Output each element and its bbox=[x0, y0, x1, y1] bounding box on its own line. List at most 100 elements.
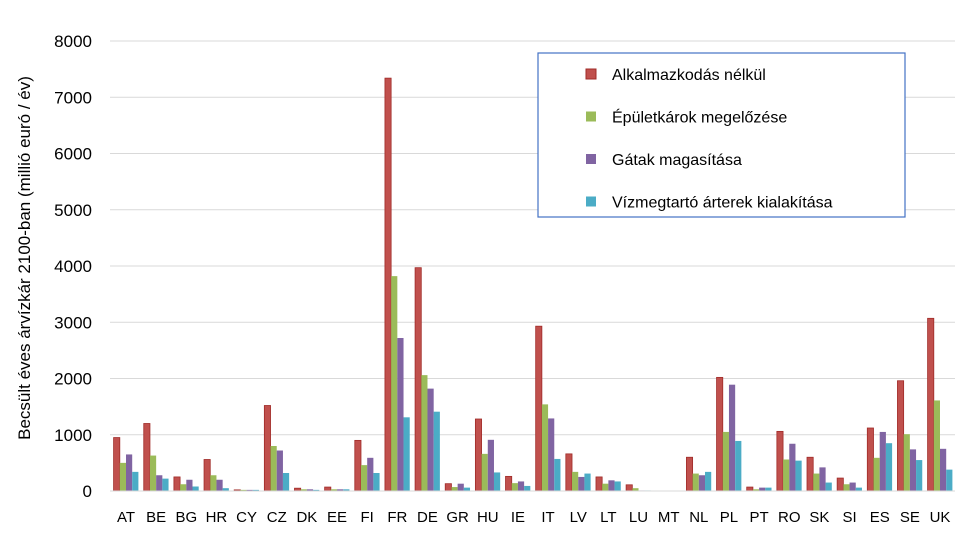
x-tick-label: FI bbox=[361, 509, 374, 526]
bar-LT-1 bbox=[595, 476, 603, 492]
legend-label: Alkalmazkodás nélkül bbox=[612, 67, 766, 84]
bar-EE-4 bbox=[343, 489, 350, 491]
x-tick-label: EE bbox=[327, 509, 347, 526]
bar-UK-2 bbox=[933, 400, 940, 491]
x-tick-label: BG bbox=[175, 509, 197, 526]
bar-EE-1 bbox=[324, 486, 332, 492]
bar-BG-1 bbox=[173, 476, 181, 492]
y-tick-label: 3000 bbox=[54, 313, 92, 332]
bar-BG-2 bbox=[180, 484, 187, 491]
bar-RO-1 bbox=[776, 430, 784, 492]
bar-HU-2 bbox=[481, 453, 488, 491]
y-tick-label: 4000 bbox=[54, 257, 92, 276]
x-tick-label: PT bbox=[750, 509, 769, 526]
bar-PL-1 bbox=[716, 376, 724, 492]
bar-UK-3 bbox=[940, 448, 947, 491]
bar-BG-3 bbox=[186, 479, 193, 491]
legend-swatch bbox=[586, 196, 596, 207]
x-tick-label: LU bbox=[629, 509, 648, 526]
y-tick-label: 5000 bbox=[54, 201, 92, 220]
x-tick-label: DE bbox=[417, 509, 438, 526]
bar-BG-4 bbox=[192, 486, 199, 491]
bar-NL-4 bbox=[705, 471, 712, 491]
bar-CY-4 bbox=[252, 489, 259, 491]
bar-FI-1 bbox=[354, 439, 362, 492]
bar-HU-1 bbox=[474, 418, 482, 492]
bar-CZ-3 bbox=[276, 450, 283, 491]
legend-label: Gátak magasítása bbox=[612, 152, 742, 169]
legend-swatch bbox=[585, 68, 597, 80]
bar-IE-1 bbox=[505, 475, 513, 492]
x-tick-label: GR bbox=[446, 509, 469, 526]
bar-SI-2 bbox=[843, 484, 850, 491]
bar-LV-4 bbox=[584, 473, 591, 491]
x-axis-ticks: AT BE BG HR CY CZ DK EE FI FR DE GR HU IE IT LV LT LU MT NL… bbox=[117, 509, 950, 526]
bar-EE-2 bbox=[330, 489, 338, 491]
bar-NL-3 bbox=[698, 475, 706, 491]
x-tick-label: MT bbox=[658, 509, 680, 526]
bar-HR-3 bbox=[216, 479, 223, 491]
legend-label: Vízmegtartó árterek kialakítása bbox=[612, 195, 833, 212]
bar-NL-1 bbox=[686, 456, 694, 492]
bar-DE-4 bbox=[433, 411, 440, 491]
bar-SE-1 bbox=[897, 380, 905, 492]
bar-EE-3 bbox=[337, 489, 344, 491]
y-tick-label: 8000 bbox=[54, 32, 92, 51]
bar-SK-4 bbox=[825, 482, 832, 491]
bar-IE-4 bbox=[524, 485, 531, 491]
bar-ES-3 bbox=[879, 431, 886, 491]
bar-SE-4 bbox=[916, 460, 923, 491]
y-axis-ticks: 0 1000 2000 3000 4000 5000 6000 7000 8000 bbox=[54, 32, 92, 501]
x-tick-label: HR bbox=[206, 509, 228, 526]
bar-HR-4 bbox=[222, 488, 229, 491]
bar-CZ-2 bbox=[270, 446, 277, 491]
bar-FR-4 bbox=[403, 417, 410, 491]
bar-ES-4 bbox=[885, 443, 893, 491]
bar-SK-1 bbox=[806, 456, 814, 492]
bar-GR-1 bbox=[444, 483, 452, 492]
bar-AT-3 bbox=[126, 454, 133, 491]
x-tick-label: FR bbox=[387, 509, 407, 526]
x-tick-label: PL bbox=[720, 509, 738, 526]
x-tick-label: RO bbox=[778, 509, 801, 526]
bar-RO-2 bbox=[783, 459, 790, 491]
bar-GR-3 bbox=[457, 483, 464, 491]
y-tick-label: 1000 bbox=[54, 426, 92, 445]
bar-NL-2 bbox=[692, 473, 699, 491]
bar-SI-3 bbox=[849, 482, 856, 491]
x-tick-label: SK bbox=[809, 509, 829, 526]
bar-LV-3 bbox=[578, 476, 585, 491]
x-tick-label: AT bbox=[117, 509, 135, 526]
bar-GR-2 bbox=[451, 487, 458, 491]
x-tick-label: IE bbox=[511, 509, 525, 526]
bar-SE-3 bbox=[909, 449, 917, 491]
bar-IT-3 bbox=[548, 418, 555, 491]
y-tick-label: 0 bbox=[83, 482, 92, 501]
x-tick-label: BE bbox=[146, 509, 166, 526]
bar-IE-3 bbox=[517, 481, 525, 491]
bar-PT-2 bbox=[752, 489, 760, 491]
bar-FI-4 bbox=[373, 473, 380, 491]
bar-GR-4 bbox=[463, 487, 471, 491]
bar-SI-1 bbox=[836, 477, 844, 492]
bar-PL-4 bbox=[735, 440, 742, 491]
bar-PT-3 bbox=[759, 487, 766, 491]
bar-FI-2 bbox=[360, 465, 368, 491]
bar-SK-2 bbox=[813, 473, 820, 491]
x-tick-label: SI bbox=[842, 509, 856, 526]
bar-AT-1 bbox=[113, 437, 121, 492]
bar-BE-1 bbox=[143, 423, 151, 492]
bar-FR-1 bbox=[384, 77, 392, 492]
bar-HR-2 bbox=[210, 475, 217, 491]
bar-ES-1 bbox=[866, 427, 874, 492]
bar-DE-1 bbox=[414, 267, 422, 492]
y-tick-label: 6000 bbox=[54, 145, 92, 164]
bar-CZ-1 bbox=[263, 405, 271, 492]
bar-RO-4 bbox=[795, 460, 802, 491]
x-tick-label: ES bbox=[870, 509, 890, 526]
gridlines bbox=[110, 40, 955, 436]
bar-IT-2 bbox=[541, 404, 549, 491]
bar-RO-3 bbox=[789, 443, 796, 491]
bar-CY-2 bbox=[240, 489, 247, 491]
x-tick-label: HU bbox=[477, 509, 499, 526]
